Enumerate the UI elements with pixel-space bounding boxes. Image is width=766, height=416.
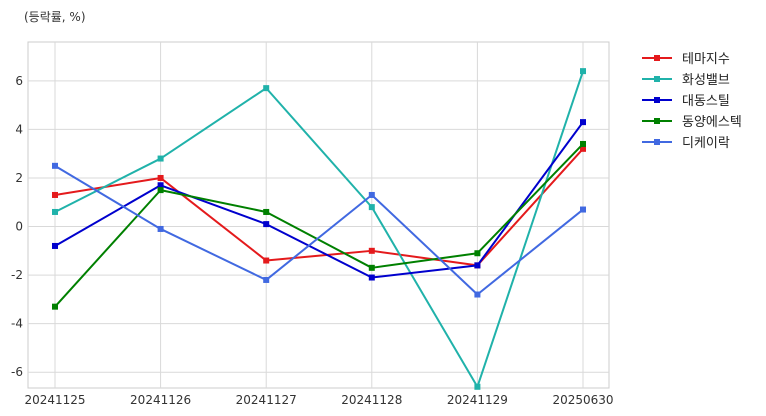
y-tick-label: -6 [11, 365, 23, 379]
data-point-series-4 [263, 208, 270, 215]
series-line-5 [54, 164, 584, 296]
x-tick-label: 20241126 [130, 393, 191, 407]
data-point-series-2 [580, 68, 586, 75]
data-point-series-5 [263, 276, 270, 283]
x-tick-label: 20241125 [24, 393, 85, 407]
legend-label: 대동스틸 [682, 94, 730, 109]
data-point-series-3 [368, 274, 375, 281]
data-point-series-1 [52, 191, 58, 198]
series-line-1 [54, 148, 584, 267]
legend-label: 동양에스텍 [682, 115, 742, 130]
data-point-series-3 [52, 242, 58, 249]
data-point-series-5 [368, 191, 375, 198]
data-point-series-4 [52, 303, 58, 310]
legend-item: 대동스틸 [642, 89, 742, 110]
data-point-series-2 [474, 383, 481, 390]
data-point-series-3 [263, 221, 270, 228]
y-tick-label: -2 [11, 268, 23, 282]
legend-swatch [642, 136, 672, 148]
data-point-series-2 [157, 155, 164, 162]
data-point-series-2 [368, 204, 375, 211]
series-line-4 [54, 143, 584, 308]
data-point-series-5 [52, 162, 58, 169]
data-point-series-3 [157, 182, 164, 189]
data-point-series-5 [474, 291, 481, 298]
y-tick-label: 6 [15, 74, 23, 88]
data-point-series-4 [368, 264, 375, 271]
data-point-series-3 [580, 119, 586, 126]
series-line-3 [54, 121, 584, 279]
legend-item: 동양에스텍 [642, 110, 742, 131]
data-point-series-1 [263, 257, 270, 264]
legend-label: 화성밸브 [682, 73, 730, 88]
x-tick-label: 20241127 [236, 393, 297, 407]
data-point-series-4 [157, 187, 164, 194]
x-tick-label: 20241129 [447, 393, 508, 407]
legend-swatch [642, 73, 672, 85]
data-point-series-1 [157, 174, 164, 181]
y-tick-label: -4 [11, 317, 23, 331]
y-tick-label: 0 [15, 220, 23, 234]
unit-note: (등락률, %) [24, 10, 86, 24]
data-point-series-2 [52, 208, 58, 215]
legend-swatch [642, 52, 672, 64]
data-point-series-1 [580, 145, 586, 152]
data-point-series-5 [157, 225, 164, 232]
data-point-series-4 [474, 250, 481, 257]
x-tick-label: 20241128 [341, 393, 402, 407]
legend-swatch [642, 115, 672, 127]
data-point-series-2 [263, 85, 270, 92]
legend-label: 테마지수 [682, 52, 730, 67]
legend-item: 화성밸브 [642, 68, 742, 89]
plot-area [27, 41, 610, 389]
legend-label: 디케이락 [682, 136, 730, 151]
legend-item: 디케이락 [642, 131, 742, 152]
data-point-series-5 [580, 206, 586, 213]
y-tick-label: 2 [15, 171, 23, 185]
series-line-2 [54, 70, 584, 388]
y-tick-label: 4 [15, 122, 23, 136]
data-point-series-1 [368, 247, 375, 254]
x-tick-label: 20250630 [552, 393, 613, 407]
legend-swatch [642, 94, 672, 106]
legend-item: 테마지수 [642, 47, 742, 68]
data-point-series-3 [474, 262, 481, 269]
data-point-series-4 [580, 140, 586, 147]
